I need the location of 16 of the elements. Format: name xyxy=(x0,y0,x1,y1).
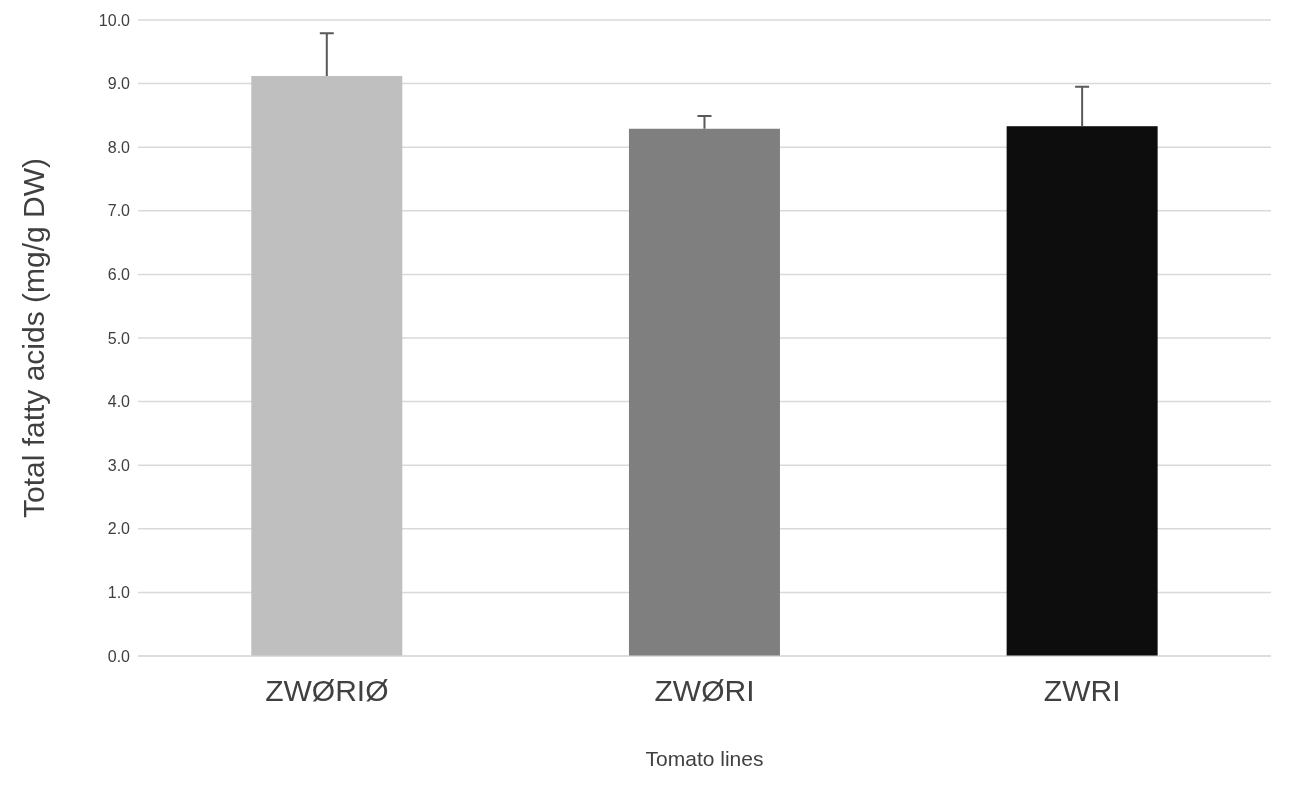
y-tick-label: 10.0 xyxy=(98,11,131,29)
x-axis-title: Tomato lines xyxy=(645,747,764,770)
y-tick-label: 0.0 xyxy=(107,647,131,665)
y-tick-label: 2.0 xyxy=(107,520,131,538)
y-tick-label: 5.0 xyxy=(107,329,131,347)
y-tick-label: 9.0 xyxy=(107,75,131,93)
y-tick-label: 8.0 xyxy=(107,138,131,156)
x-tick-label: ZWØRI xyxy=(654,674,755,708)
y-axis-title: Total fatty acids (mg/g DW) xyxy=(16,157,50,519)
y-tick-label: 4.0 xyxy=(107,393,131,411)
x-tick-label: ZWØRIØ xyxy=(265,674,389,708)
y-tick-label: 7.0 xyxy=(107,202,131,220)
y-tick-label: 3.0 xyxy=(107,456,131,474)
y-tick-label: 6.0 xyxy=(107,266,131,284)
x-tick-label: ZWRI xyxy=(1043,674,1121,708)
y-tick-label: 1.0 xyxy=(107,584,131,602)
